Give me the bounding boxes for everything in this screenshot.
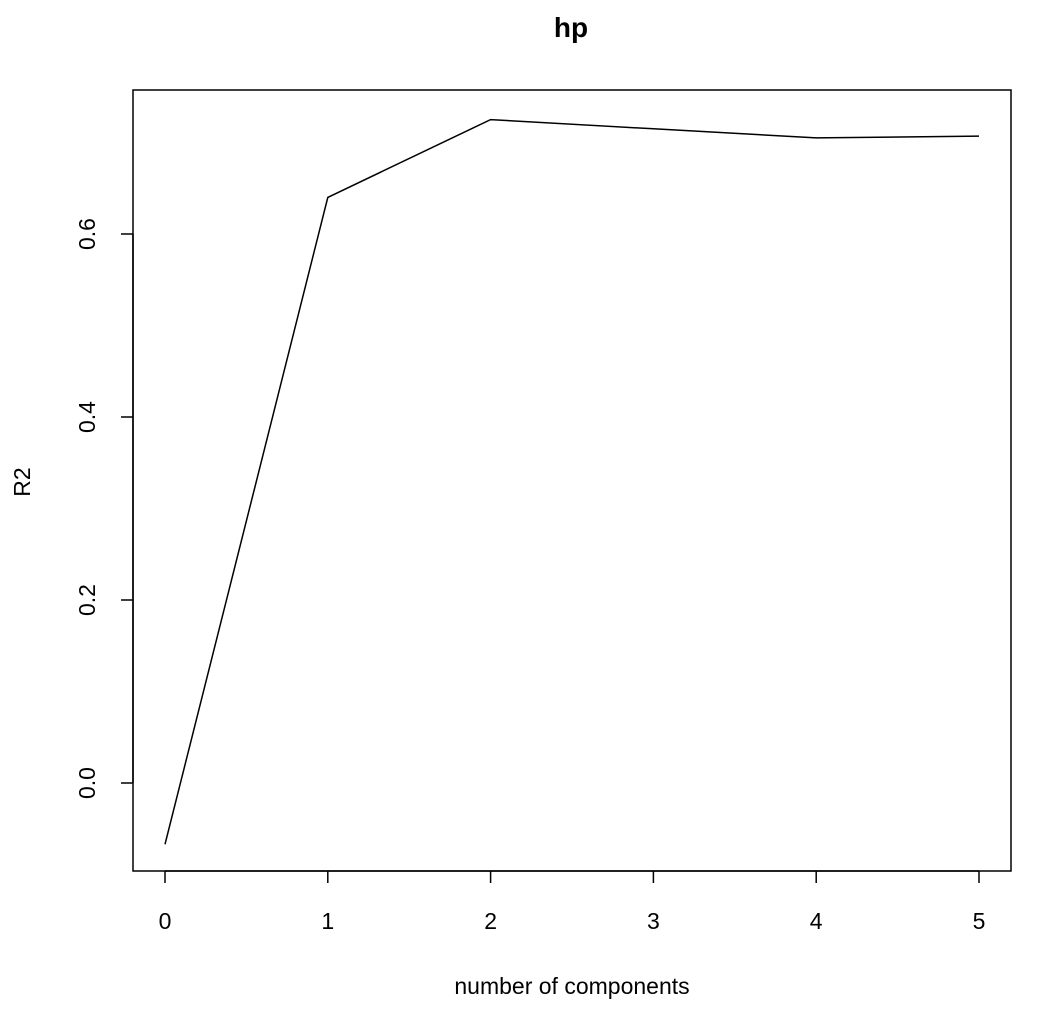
x-tick-label: 5 bbox=[973, 908, 986, 934]
x-axis-label: number of components bbox=[454, 973, 689, 999]
y-tick-label: 0.4 bbox=[74, 401, 100, 433]
series-line bbox=[164, 118, 980, 845]
chart-title: hp bbox=[554, 12, 588, 43]
x-tick-label: 1 bbox=[321, 908, 334, 934]
x-tick-label: 0 bbox=[159, 908, 172, 934]
series-group bbox=[164, 118, 980, 845]
x-axis: 0 1 2 3 4 5 bbox=[159, 870, 986, 934]
y-axis: 0.0 0.2 0.4 0.6 bbox=[74, 218, 134, 799]
y-tick-label: 0.6 bbox=[74, 218, 100, 250]
x-tick-label: 3 bbox=[647, 908, 660, 934]
y-tick-label: 0.2 bbox=[74, 584, 100, 616]
x-tick-label: 2 bbox=[484, 908, 497, 934]
x-tick-label: 4 bbox=[810, 908, 823, 934]
y-tick-label: 0.0 bbox=[74, 767, 100, 799]
y-axis-label: R2 bbox=[9, 467, 35, 496]
plot-area-border bbox=[132, 89, 1012, 872]
